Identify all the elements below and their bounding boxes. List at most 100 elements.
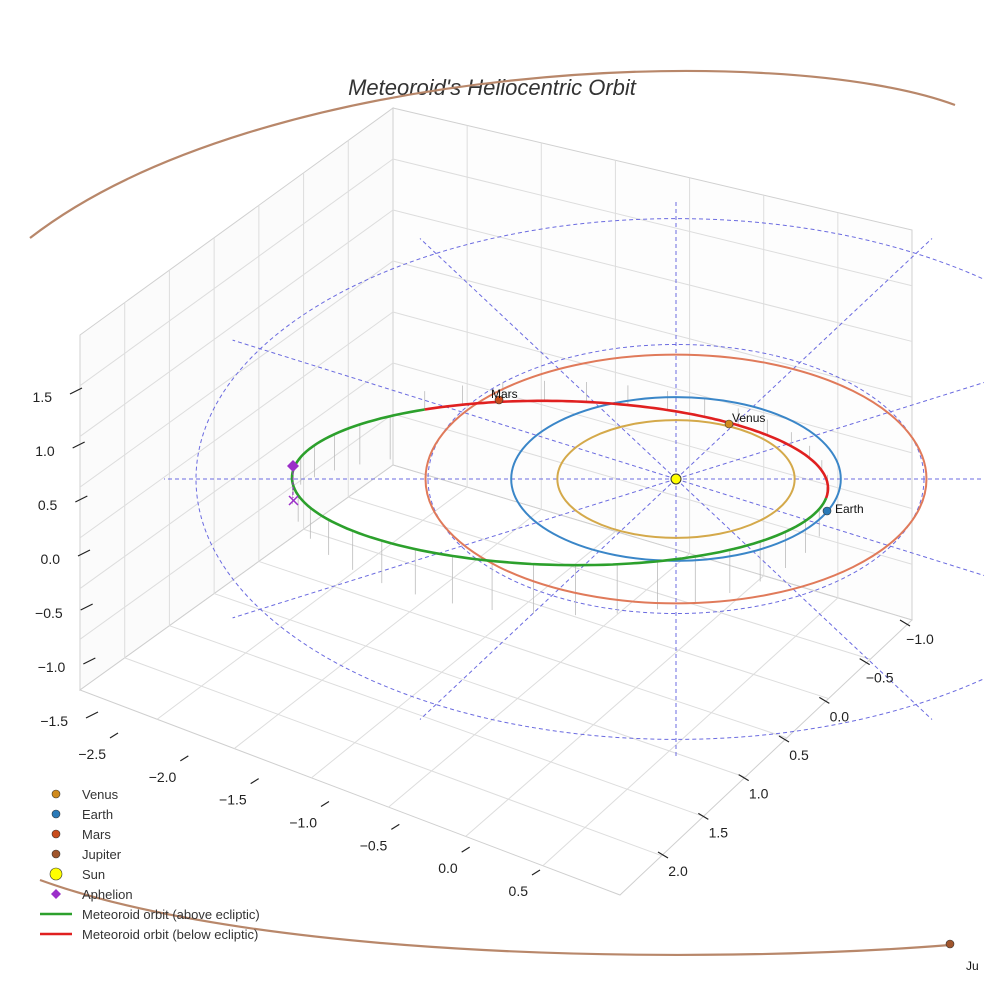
grid-line [124, 657, 662, 857]
z-tick-mark [85, 711, 99, 719]
x-tick-label: 0.5 [509, 883, 529, 899]
grid-line [79, 311, 394, 539]
y-tick-mark [819, 696, 830, 704]
grid-line [79, 362, 394, 589]
legend-label: Mars [82, 827, 111, 842]
y-tick-label: 1.5 [709, 824, 729, 840]
grid-line [392, 413, 913, 565]
y-tick-mark [859, 658, 870, 666]
reference-spoke [675, 478, 933, 720]
x-tick-mark [461, 846, 470, 853]
z-tick-mark [72, 441, 85, 449]
legend-label: Meteoroid orbit (below ecliptic) [82, 927, 258, 942]
x-tick-mark [320, 800, 330, 808]
reference-spoke [232, 339, 677, 480]
grid-line [233, 508, 542, 749]
aphelion-projection-x [288, 495, 299, 506]
venus-label: Venus [732, 411, 765, 425]
reference-spoke [419, 478, 677, 720]
legend-label: Venus [82, 787, 119, 802]
grid-line [79, 209, 394, 437]
legend-label: Jupiter [82, 847, 122, 862]
z-tick-label: −1.0 [38, 659, 66, 675]
legend-circle-marker [49, 867, 63, 881]
planet-orbits [424, 353, 928, 605]
y-tick-mark [778, 735, 790, 743]
reference-spoke [419, 238, 677, 480]
legend-circle-marker [51, 809, 61, 819]
x-tick-label: −1.0 [289, 815, 317, 831]
jupiter-marker [945, 939, 955, 949]
sun-marker [670, 473, 682, 485]
gridlines [79, 125, 913, 867]
markers [287, 395, 955, 949]
earth-label: Earth [835, 502, 864, 516]
z-tick-mark [83, 657, 96, 665]
jupiter-orbit [29, 69, 956, 239]
legend-circle-marker [51, 789, 61, 799]
z-tick-label: 0.5 [38, 497, 58, 513]
legend-circle-marker [51, 829, 61, 839]
x-tick-mark [531, 869, 541, 876]
x-tick-label: −2.0 [149, 769, 177, 785]
meteoroid-orbit-below [424, 399, 830, 499]
y-tick-label: −0.5 [866, 670, 894, 686]
jupiter-label: Ju [966, 959, 979, 973]
legend-diamond-marker [51, 889, 61, 899]
y-tick-label: 1.0 [749, 786, 769, 802]
grid-line [169, 625, 704, 817]
x-tick-label: −2.5 [78, 746, 106, 762]
mars-marker [494, 395, 504, 405]
reference-spoke [675, 382, 984, 480]
x-tick-mark [109, 732, 119, 739]
ecliptic-reference-grid [164, 201, 984, 757]
earth-orbit [510, 396, 842, 562]
grid-line [348, 496, 871, 660]
x-tick-mark [391, 823, 400, 830]
venus-marker [724, 419, 734, 429]
z-tick-mark [69, 387, 83, 395]
jupiter-orbit-lower [39, 878, 951, 956]
grid-line [392, 209, 913, 342]
z-tick-label: 1.5 [33, 389, 53, 405]
z-tick-label: 0.0 [41, 551, 61, 567]
z-tick-label: 1.0 [35, 443, 55, 459]
y-axis-ticks: −1.0 −0.5 0.0 0.5 1.0 1.5 2.0 [657, 619, 934, 879]
meteoroid-orbit-above [290, 408, 828, 567]
legend-label: Meteoroid orbit (above ecliptic) [82, 907, 260, 922]
y-tick-label: −1.0 [906, 631, 934, 647]
y-tick-label: 0.5 [789, 747, 809, 763]
reference-spoke [232, 478, 677, 619]
x-tick-label: 0.0 [438, 860, 458, 876]
legend-label: Earth [82, 807, 113, 822]
reference-spoke [675, 238, 933, 480]
y-tick-label: 2.0 [668, 863, 688, 879]
grid-line [392, 311, 913, 454]
grid-line [303, 528, 829, 700]
grid-line [542, 597, 839, 867]
mars-orbit [424, 353, 928, 605]
legend-label: Aphelion [82, 887, 133, 902]
chart-title: Meteoroid's Heliocentric Orbit [348, 75, 637, 100]
x-tick-mark [250, 778, 259, 785]
box-grid [78, 107, 913, 896]
mars-label: Mars [491, 387, 518, 401]
y-tick-mark [899, 619, 911, 627]
grid-line [311, 531, 616, 779]
y-tick-mark [698, 812, 709, 820]
y-tick-mark [657, 851, 669, 859]
x-axis-ticks: −2.5 −2.0 −1.5 −1.0 −0.5 0.0 0.5 [78, 732, 541, 899]
grid-line [79, 413, 394, 640]
x-tick-label: −0.5 [360, 837, 388, 853]
y-tick-label: 0.0 [830, 708, 850, 724]
earth-marker [822, 506, 832, 516]
z-tick-label: −0.5 [35, 605, 63, 621]
x-tick-mark [180, 755, 189, 762]
grid-line [258, 560, 788, 739]
floor-pane [78, 464, 913, 896]
z-axis-ticks: −1.5 −1.0 −0.5 0.0 0.5 1.0 1.5 [33, 387, 99, 729]
grid-line [392, 362, 913, 510]
grid-line [79, 158, 394, 387]
legend: Venus Earth Mars Jupiter Sun Aphelion Meteoroi… [40, 787, 260, 942]
z-tick-label: −1.5 [40, 713, 68, 729]
